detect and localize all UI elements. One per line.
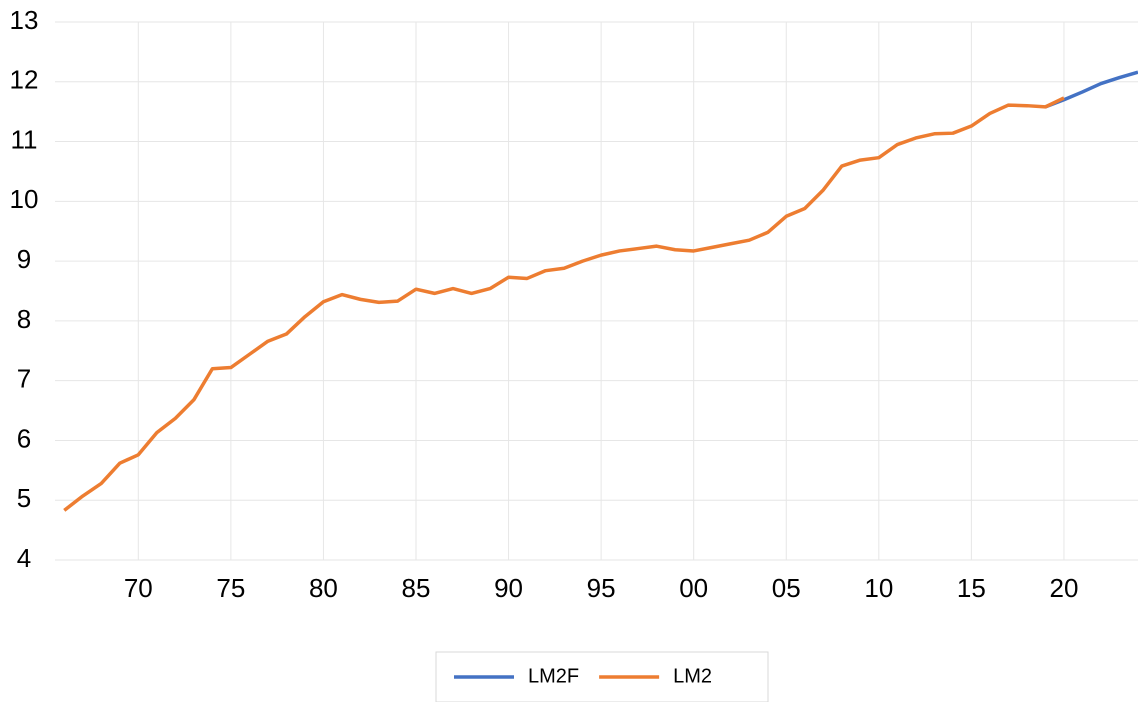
- y-tick-label: 9: [17, 244, 31, 274]
- series-line: [63, 96, 1065, 512]
- x-tick-label: 20: [1049, 573, 1078, 603]
- y-tick-label: 8: [17, 304, 31, 334]
- x-tick-label: 15: [957, 573, 986, 603]
- y-tick-label: 11: [11, 124, 38, 154]
- y-tick-label: 10: [10, 184, 39, 214]
- x-tick-label: 00: [679, 573, 708, 603]
- y-tick-label: 5: [17, 483, 31, 513]
- y-tick-label: 7: [17, 364, 31, 394]
- y-tick-label: 13: [10, 5, 39, 35]
- y-tick-label: 6: [17, 423, 31, 453]
- x-tick-label: 75: [216, 573, 245, 603]
- y-tick-label: 4: [17, 543, 31, 573]
- x-tick-label: 85: [402, 573, 431, 603]
- x-tick-label: 05: [772, 573, 801, 603]
- x-tick-label: 70: [124, 573, 153, 603]
- x-tick-label: 10: [864, 573, 893, 603]
- x-tick-label: 95: [587, 573, 616, 603]
- legend-label: LM2: [673, 665, 712, 687]
- x-tick-label: 90: [494, 573, 523, 603]
- legend-label: LM2F: [528, 665, 579, 687]
- y-tick-label: 12: [10, 65, 39, 95]
- x-tick-label: 80: [309, 573, 338, 603]
